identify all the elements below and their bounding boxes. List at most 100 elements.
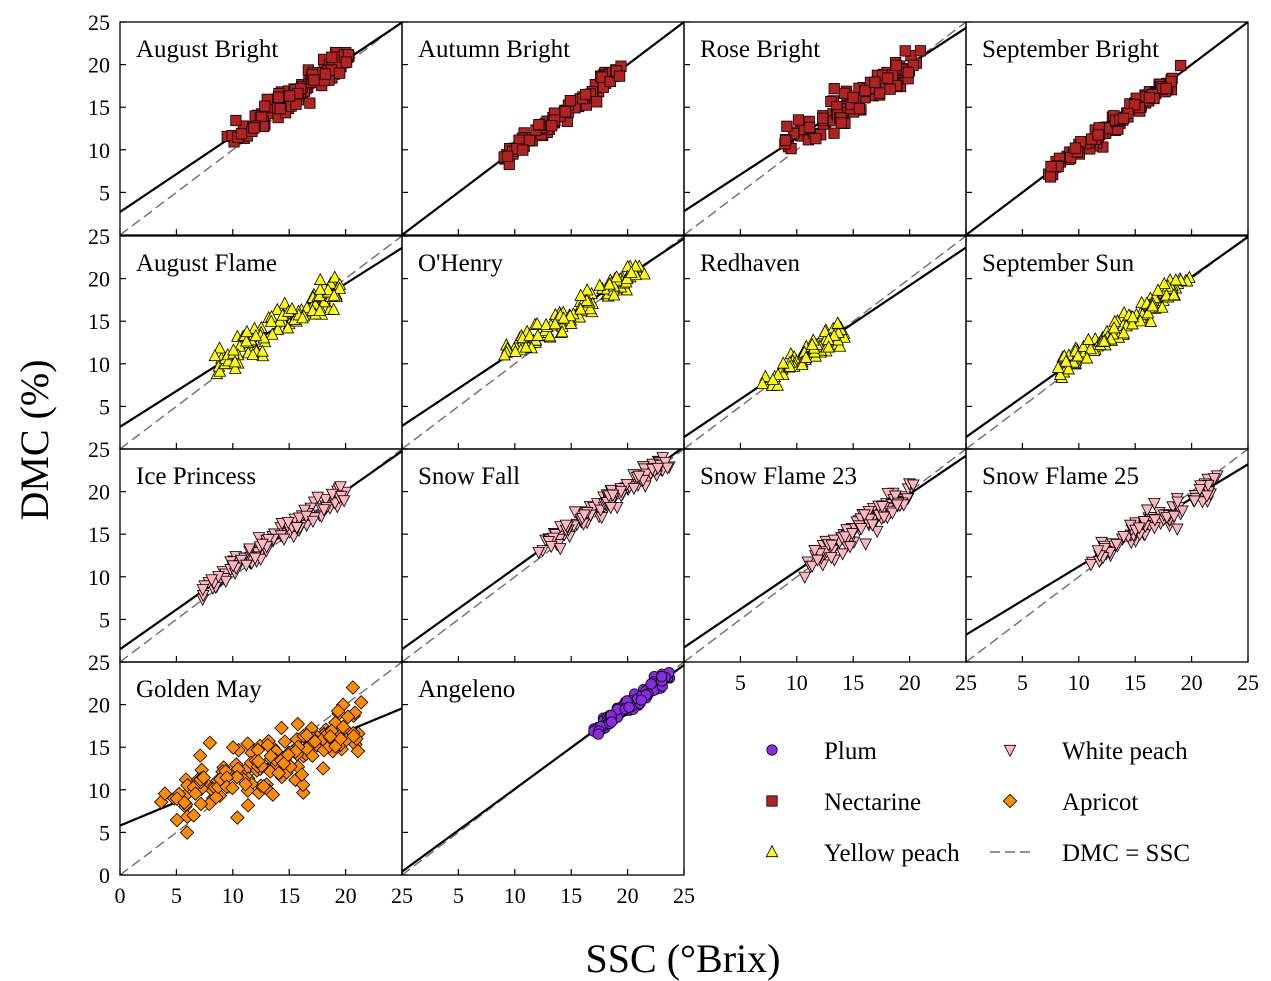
y-tick-label: 20 [88,53,110,78]
data-point [327,302,341,315]
data-point [817,112,829,124]
data-point [523,328,536,342]
x-tick-label: 20 [1181,670,1203,695]
data-point [591,96,603,108]
data-point [1110,538,1123,552]
x-tick-label: 0 [115,883,126,908]
y-tick-label: 25 [88,437,110,462]
data-point [899,45,911,57]
legend-label: Nectarine [824,789,921,816]
data-point [1051,360,1065,373]
panel-angeleno: Angeleno 5 10 15 20 25 [401,661,695,908]
data-point [603,277,616,290]
data-point [213,341,226,354]
data-point [208,348,222,362]
panel-august-bright: August Bright 5 10 15 20 25 [88,10,403,236]
data-point [1193,484,1207,497]
data-point [578,509,591,522]
data-point [274,720,289,736]
data-point [1077,339,1090,352]
data-point [1082,332,1095,345]
data-point [306,515,320,529]
data-point [1167,510,1181,523]
data-point [188,786,203,801]
data-point [205,574,218,587]
x-tick-label: 10 [1068,670,1090,695]
data-point [196,584,210,597]
x-tick-label: 20 [617,883,639,908]
data-point [822,340,835,353]
data-point [225,780,240,796]
x-tick-label: 5 [171,883,182,908]
y-tick-label: 5 [99,180,110,205]
x-tick-label: 5 [1017,670,1028,695]
data-points [498,60,627,171]
data-point [827,328,841,341]
y-tick-label: 5 [99,394,110,419]
panel-frame [401,661,685,876]
data-point [845,528,859,541]
data-point [1160,82,1172,95]
data-point [340,709,356,725]
data-point [317,504,331,517]
data-point [854,523,868,536]
x-tick-label: 5 [735,670,746,695]
legend: Plum White peach Nectarine Apricot Yellow pe… [765,738,1190,867]
data-point [810,133,822,145]
data-point [1117,326,1131,339]
data-point [341,56,353,68]
data-point [225,740,241,755]
panel-title: Snow Flame 23 [700,463,857,490]
data-point [353,695,369,710]
data-point [1126,317,1139,330]
data-point [627,482,641,496]
data-point [882,72,894,84]
y-tick-label: 10 [88,778,110,803]
data-point [277,533,291,546]
legend-swatch [1002,793,1018,809]
data-point [243,543,256,556]
data-point [811,554,824,567]
data-point [835,117,847,129]
data-point [1107,321,1121,334]
data-point [543,329,557,342]
data-point [523,134,536,146]
data-points [208,270,347,380]
data-point [574,302,587,315]
data-point [559,106,571,118]
data-point [607,288,621,301]
data-point [308,74,320,86]
data-point [843,541,857,554]
data-point [795,357,809,370]
data-point [274,103,286,115]
legend-label: White peach [1062,738,1188,765]
y-tick-label: 25 [88,650,110,675]
legend-swatch [765,844,779,858]
data-point [284,90,296,102]
data-point [605,716,618,728]
legend-label: Yellow peach [824,840,960,867]
data-point [228,361,242,374]
data-point [805,337,819,351]
data-point [886,507,899,520]
legend-item-apricot: Apricot [1002,789,1138,816]
data-point [296,785,311,800]
data-point [884,83,896,95]
data-point [295,777,311,793]
data-point [1137,516,1151,529]
data-point [239,559,253,572]
data-point [281,747,296,763]
legend-item-yellow-peach: Yellow peach [765,840,960,867]
y-tick-label: 20 [88,480,110,505]
panel-title: September Bright [982,36,1159,63]
data-point [277,734,293,749]
data-point [330,703,346,719]
panel-title: Rose Bright [700,36,820,63]
data-point [319,494,333,507]
panel-title: August Bright [136,36,278,63]
y-tick-label: 5 [99,820,110,845]
panel-golden-may: Golden May 0 5 10 15 20 25 0 5 10 15 20 25 [88,650,413,908]
data-point [788,128,800,140]
y-tick-label: 10 [88,352,110,377]
x-tick-label: 5 [453,883,464,908]
